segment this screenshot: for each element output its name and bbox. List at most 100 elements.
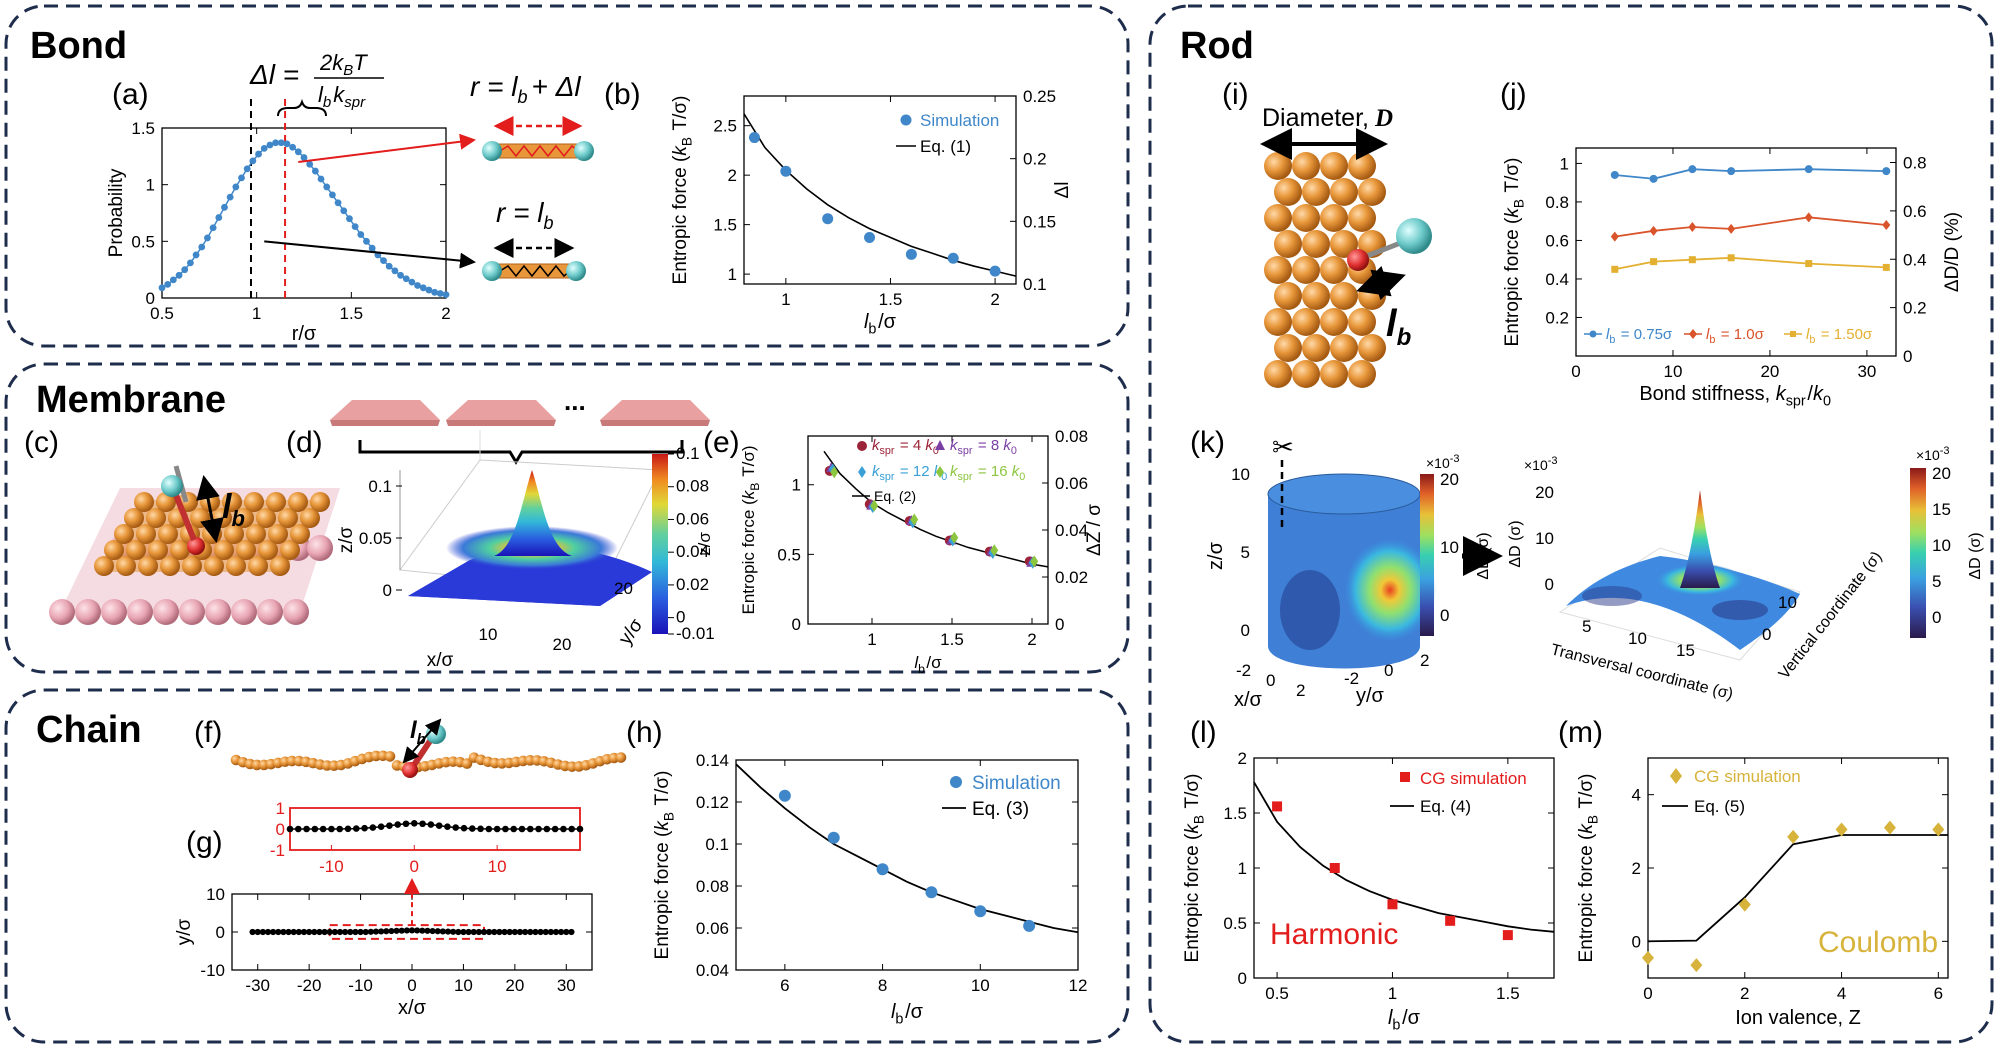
chain-bead (434, 928, 441, 935)
x-tick-label: 1.5 (940, 630, 964, 649)
svg-text:Δl =: Δl = (249, 59, 299, 90)
chain-bead (516, 928, 524, 936)
x-tick-label: 0.5 (1265, 984, 1289, 1003)
chain-bead (450, 928, 457, 935)
legend-marker (1589, 330, 1597, 338)
y-tick-label: 0.06 (696, 919, 729, 938)
inset-chain-bead (294, 825, 302, 833)
x-tick-label: 4 (1837, 984, 1846, 1003)
distribution-point (436, 290, 444, 297)
series-point (1805, 260, 1813, 268)
orange-bead (224, 524, 244, 544)
orange-bead (124, 508, 144, 528)
orange-bead (104, 540, 124, 560)
z-tick-label: 0.05 (359, 529, 392, 548)
legend-marker (857, 441, 867, 451)
y-tick-label: 0 (1632, 932, 1641, 951)
y-tick-label: 0 (1238, 969, 1247, 988)
x-tick-label: 0 (407, 976, 416, 995)
x-tick-label: 0 (1571, 362, 1580, 381)
panel-label-l: (l) (1190, 716, 1217, 749)
chain-bead (295, 928, 302, 936)
colorbar-tick-label: 0 (676, 608, 685, 627)
distribution-point (249, 157, 257, 165)
rest-bond-illustration (482, 238, 586, 281)
arrow-to-rest (264, 240, 476, 269)
orange-bead (234, 508, 254, 528)
y-tick-label: 1 (1238, 859, 1247, 878)
series-line (1614, 256, 1887, 271)
chain-bead (470, 928, 477, 936)
chain-bead (378, 928, 385, 935)
inset-chain-bead (410, 820, 418, 827)
y-tick-label: 0.2 (1545, 308, 1569, 327)
chain-bead (486, 928, 493, 936)
x-tick-label: 0 (1643, 984, 1652, 1003)
inset-chain-bead (444, 823, 451, 830)
z-tick-label: 20 (1535, 483, 1554, 502)
scissors-icon: ✂ (1272, 432, 1294, 462)
orange-bead (170, 540, 190, 560)
y2-tick-label: 0.8 (1903, 154, 1927, 173)
y-tick-label: 10 (1778, 593, 1797, 612)
colorbar (652, 454, 668, 634)
x-tick-label: 1 (1388, 984, 1397, 1003)
y-tick-label: 0.1 (705, 835, 729, 854)
y2-tick-label: 0.1 (1023, 275, 1047, 294)
distribution-point (391, 267, 399, 275)
rod-bead (1348, 308, 1376, 336)
series-line (1614, 168, 1887, 180)
y2-axis-label: ΔD/D (%) (1942, 212, 1963, 292)
colorbar-exponent: ×10-3 (1426, 453, 1460, 471)
series-point (1688, 165, 1697, 174)
colorbar-tick-label: -0.01 (676, 624, 715, 643)
y-tick-label: 0 (1762, 625, 1771, 644)
inset-x-tick-label: -10 (319, 857, 344, 876)
distribution-point (402, 275, 410, 283)
plot-area (743, 95, 1017, 285)
orange-bead (222, 492, 242, 512)
y2-tick-label: 0.6 (1903, 202, 1927, 221)
pink-bead (127, 599, 153, 625)
z-tick-label: 10 (1231, 465, 1250, 484)
simulation-point (1883, 820, 1896, 835)
orange-bead (182, 556, 202, 576)
chain-bead (264, 928, 272, 936)
svg-text:Diameter,D: Diameter, D (1262, 104, 1393, 132)
cylinder-top (1267, 473, 1421, 515)
svg-text:...: ... (564, 386, 586, 416)
chain-bead (615, 752, 627, 763)
legend-label-cg: CG simulation (1694, 767, 1801, 786)
chain-bead (362, 928, 369, 936)
simulation-point (905, 248, 917, 260)
surface-exponent: ×10-3 (1524, 455, 1558, 473)
inset-y-tick-label: -1 (270, 841, 285, 860)
inset-chain-bead (336, 825, 344, 833)
y-tick-label: 10 (206, 885, 225, 904)
panel-label-k: (k) (1190, 426, 1225, 459)
inset-chain-bead (303, 825, 310, 833)
inset-chain-bead (468, 825, 476, 832)
chain-bead (563, 928, 570, 936)
y-tick-label: 2.5 (713, 117, 737, 136)
panel-label-f: (f) (194, 716, 222, 749)
distribution-point (192, 251, 200, 259)
legend-label-eq5: Eq. (5) (1694, 797, 1745, 816)
rod-bead (1302, 230, 1330, 258)
membrane-illustration: lb (49, 465, 340, 625)
y-tick-label: 2 (1420, 651, 1429, 670)
inset-chain-bead (344, 825, 352, 833)
chain-bead (501, 928, 508, 936)
inset-chain-bead (435, 822, 443, 829)
simulation-point (1642, 950, 1654, 965)
inset-chain-bead (510, 825, 518, 833)
x-tick-label: 8 (878, 976, 887, 995)
rod-annotations: Diameter, D lb (1260, 104, 1432, 351)
rod-bead (1330, 282, 1358, 310)
rod-illustration (1264, 152, 1386, 388)
x-tick-label: -30 (245, 976, 270, 995)
x-tick-label: 0.5 (150, 304, 174, 323)
panel-label-b: (b) (604, 78, 641, 111)
